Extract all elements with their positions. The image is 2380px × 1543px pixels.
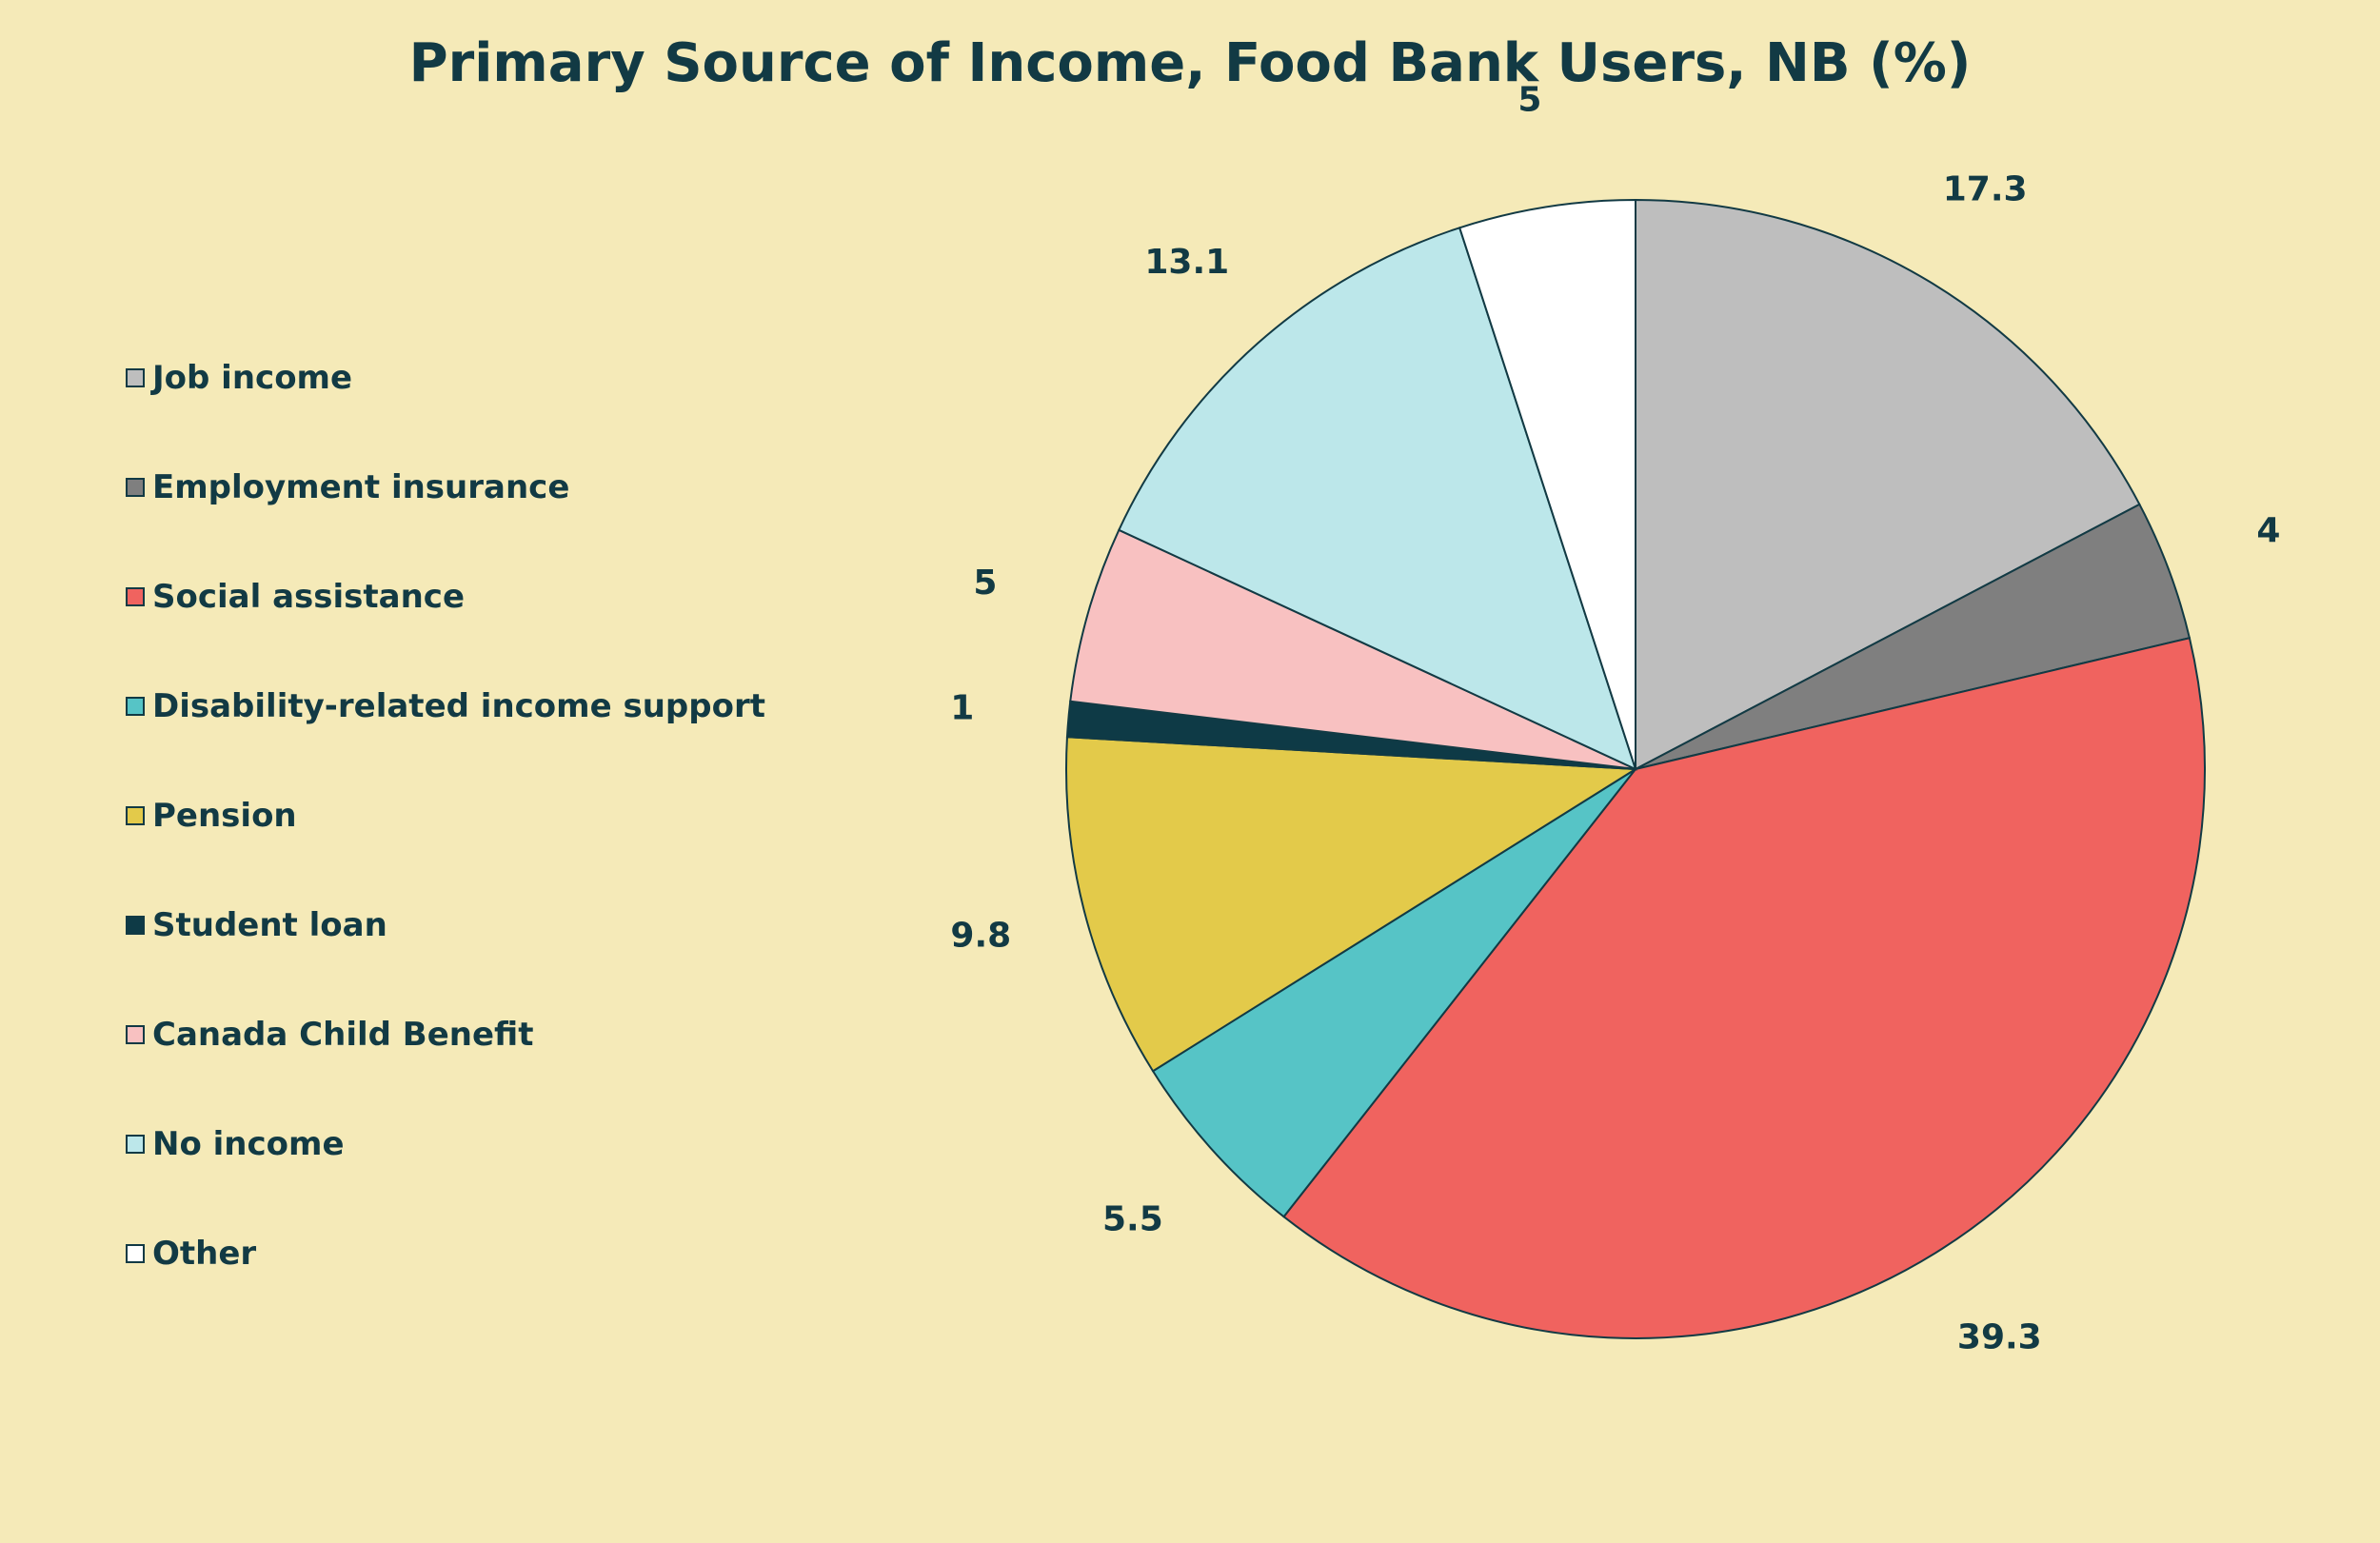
legend-item-employment-insurance: Employment insurance <box>126 465 765 575</box>
data-label-other: 5 <box>1517 81 1541 120</box>
legend-label: No income <box>152 1125 345 1163</box>
pie-slice-disability-related-income-support <box>1151 768 1636 1218</box>
legend-swatch <box>126 916 145 935</box>
legend-swatch <box>126 1244 145 1263</box>
pie-slice-social-assistance <box>1282 637 2206 1339</box>
legend-label: Social assistance <box>152 578 466 616</box>
pie-slice-other <box>1458 198 1636 770</box>
pie-slice-canada-child-benefit <box>1069 528 1636 770</box>
data-label-no-income: 13.1 <box>1144 243 1229 282</box>
legend-swatch <box>126 587 145 606</box>
pie-slice-labels: 17.3 4 39.3 5.5 9.8 1 5 13.1 5 <box>950 81 2280 1357</box>
pie-slice-pension <box>1065 736 1639 1073</box>
legend-swatch <box>126 806 145 825</box>
data-label-disability-related-income-support: 5.5 <box>1102 1200 1163 1239</box>
legend-label: Pension <box>152 797 297 835</box>
legend-swatch <box>126 368 145 387</box>
legend-label: Job income <box>152 359 353 397</box>
legend-item-social-assistance: Social assistance <box>126 575 765 684</box>
pie-slices <box>1065 198 2206 1339</box>
legend-swatch <box>126 478 145 497</box>
data-label-pension: 9.8 <box>950 917 1011 956</box>
data-label-employment-insurance: 4 <box>2256 511 2280 550</box>
legend-swatch <box>126 1025 145 1044</box>
legend-item-pension: Pension <box>126 794 765 903</box>
legend-item-job-income: Job income <box>126 356 765 465</box>
data-label-social-assistance: 39.3 <box>1957 1317 2042 1356</box>
legend-item-other: Other <box>126 1232 765 1341</box>
chart-legend: Job income Employment insurance Social ass… <box>126 356 765 1341</box>
legend-item-student-loan: Student loan <box>126 903 765 1013</box>
data-label-job-income: 17.3 <box>1943 169 2028 208</box>
legend-label: Disability-related income support <box>152 687 765 725</box>
pie-slice-job-income <box>1635 198 2141 771</box>
pie-slice-no-income <box>1117 227 1637 771</box>
legend-label: Employment insurance <box>152 468 570 506</box>
data-label-student-loan: 1 <box>950 689 974 728</box>
legend-swatch <box>126 697 145 716</box>
legend-label: Other <box>152 1235 257 1273</box>
legend-swatch <box>126 1135 145 1154</box>
data-label-canada-child-benefit: 5 <box>973 564 997 603</box>
legend-label: Student loan <box>152 906 387 944</box>
chart-title: Primary Source of Income, Food Bank User… <box>408 32 1972 94</box>
legend-item-canada-child-benefit: Canada Child Benefit <box>126 1013 765 1122</box>
legend-label: Canada Child Benefit <box>152 1016 534 1054</box>
legend-item-no-income: No income <box>126 1122 765 1232</box>
legend-item-disability-related-income-support: Disability-related income support <box>126 684 765 794</box>
